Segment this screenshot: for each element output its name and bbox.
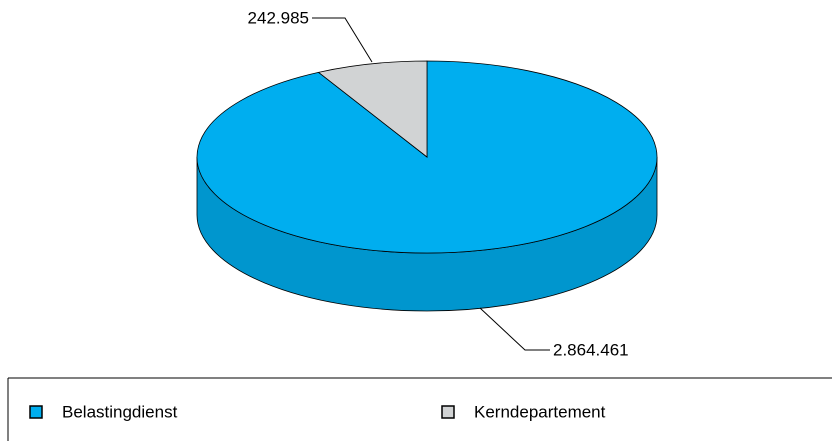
legend-swatch	[29, 405, 43, 419]
legend-frame	[7, 377, 832, 441]
data-label: 2.864.461	[553, 340, 629, 359]
legend-swatch	[441, 405, 455, 419]
legend-label: Kerndepartement	[474, 402, 606, 421]
pie-slice	[196, 60, 658, 254]
pie-slice	[317, 60, 428, 158]
data-label: 242.985	[248, 8, 309, 27]
leader-line	[479, 307, 550, 351]
leader-line	[312, 17, 373, 63]
legend-label: Belastingdienst	[62, 402, 178, 421]
